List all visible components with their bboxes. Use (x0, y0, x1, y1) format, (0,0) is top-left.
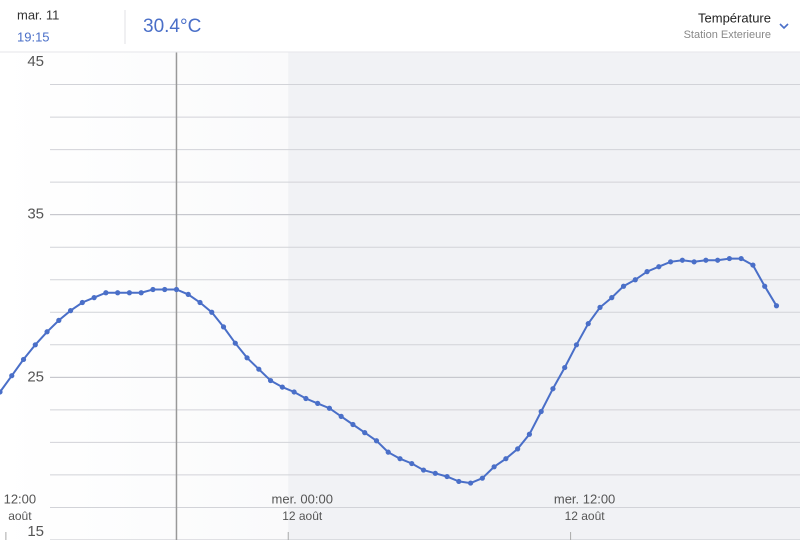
data-point (126, 290, 133, 296)
data-point (726, 255, 733, 262)
data-point (397, 456, 403, 462)
current-value: 30.4°C (143, 16, 201, 37)
data-point (185, 291, 191, 297)
data-point (326, 405, 333, 411)
data-point (79, 299, 85, 306)
data-point (620, 283, 627, 289)
data-point (515, 446, 521, 452)
data-point (738, 255, 744, 262)
x-tick-sublabel: août (8, 509, 32, 523)
data-point (373, 438, 380, 444)
header-time: 19:15 (17, 29, 50, 44)
data-point (209, 309, 215, 315)
data-point (32, 342, 38, 348)
data-point (338, 413, 344, 419)
data-point (691, 259, 697, 265)
y-tick-label: 15 (27, 523, 44, 540)
data-point (597, 304, 603, 310)
data-point (0, 389, 3, 395)
data-point (467, 480, 474, 486)
data-point (762, 283, 768, 289)
y-tick-label: 45 (27, 53, 44, 70)
data-point (667, 259, 674, 265)
data-point (432, 470, 438, 476)
shaded-region (288, 52, 800, 540)
data-point (585, 321, 591, 327)
y-tick-label: 25 (27, 368, 44, 385)
y-tick-label: 35 (27, 206, 44, 223)
data-point (91, 295, 97, 301)
data-point (679, 257, 685, 263)
data-point (267, 377, 274, 384)
data-point (279, 384, 285, 390)
data-point (138, 290, 144, 296)
data-point (56, 317, 62, 323)
data-point (67, 308, 74, 314)
data-point (220, 324, 227, 330)
data-point (44, 329, 50, 335)
data-point (609, 295, 615, 301)
data-point (420, 467, 427, 473)
data-point (573, 342, 580, 348)
x-tick-label: mer. 12:00 (554, 491, 615, 506)
header-bar (0, 0, 800, 52)
data-point (315, 400, 321, 406)
data-point (562, 364, 568, 371)
data-point (162, 286, 168, 293)
data-point (644, 269, 650, 275)
data-point (103, 290, 109, 296)
data-point (256, 366, 262, 372)
x-tick-sublabel: 12 août (565, 509, 606, 523)
data-point (773, 303, 780, 309)
data-point (20, 356, 27, 363)
data-point (538, 408, 544, 415)
data-point (656, 264, 662, 270)
data-point (173, 286, 180, 293)
metric-name[interactable]: Température (698, 10, 771, 25)
x-tick-label: 12:00 (4, 491, 37, 506)
data-point (244, 355, 250, 361)
data-point (715, 257, 721, 263)
data-point (456, 478, 462, 485)
station-name[interactable]: Station Exterieure (684, 29, 771, 41)
x-tick-label: mer. 00:00 (272, 491, 333, 506)
data-point (150, 286, 156, 293)
metric-selector[interactable]: Température Station Exterieure (684, 10, 789, 41)
data-point (362, 430, 368, 436)
data-point (526, 431, 533, 437)
dropdown-chevron[interactable] (779, 23, 789, 30)
data-point (750, 262, 756, 268)
x-tick-sublabel: 12 août (282, 509, 323, 523)
data-point (232, 340, 238, 346)
data-point (385, 449, 391, 455)
data-point (550, 386, 556, 392)
data-point (197, 299, 203, 306)
data-point (479, 475, 485, 481)
data-point (703, 257, 709, 263)
data-point (409, 460, 415, 467)
data-point (491, 464, 497, 470)
data-point (291, 389, 297, 395)
data-point (115, 290, 121, 296)
data-point (503, 456, 509, 462)
header-date: mar. 11 (17, 7, 59, 22)
data-point (632, 277, 638, 283)
data-point (350, 421, 356, 428)
data-point (303, 395, 309, 402)
data-point (444, 473, 450, 480)
data-point (9, 373, 15, 379)
